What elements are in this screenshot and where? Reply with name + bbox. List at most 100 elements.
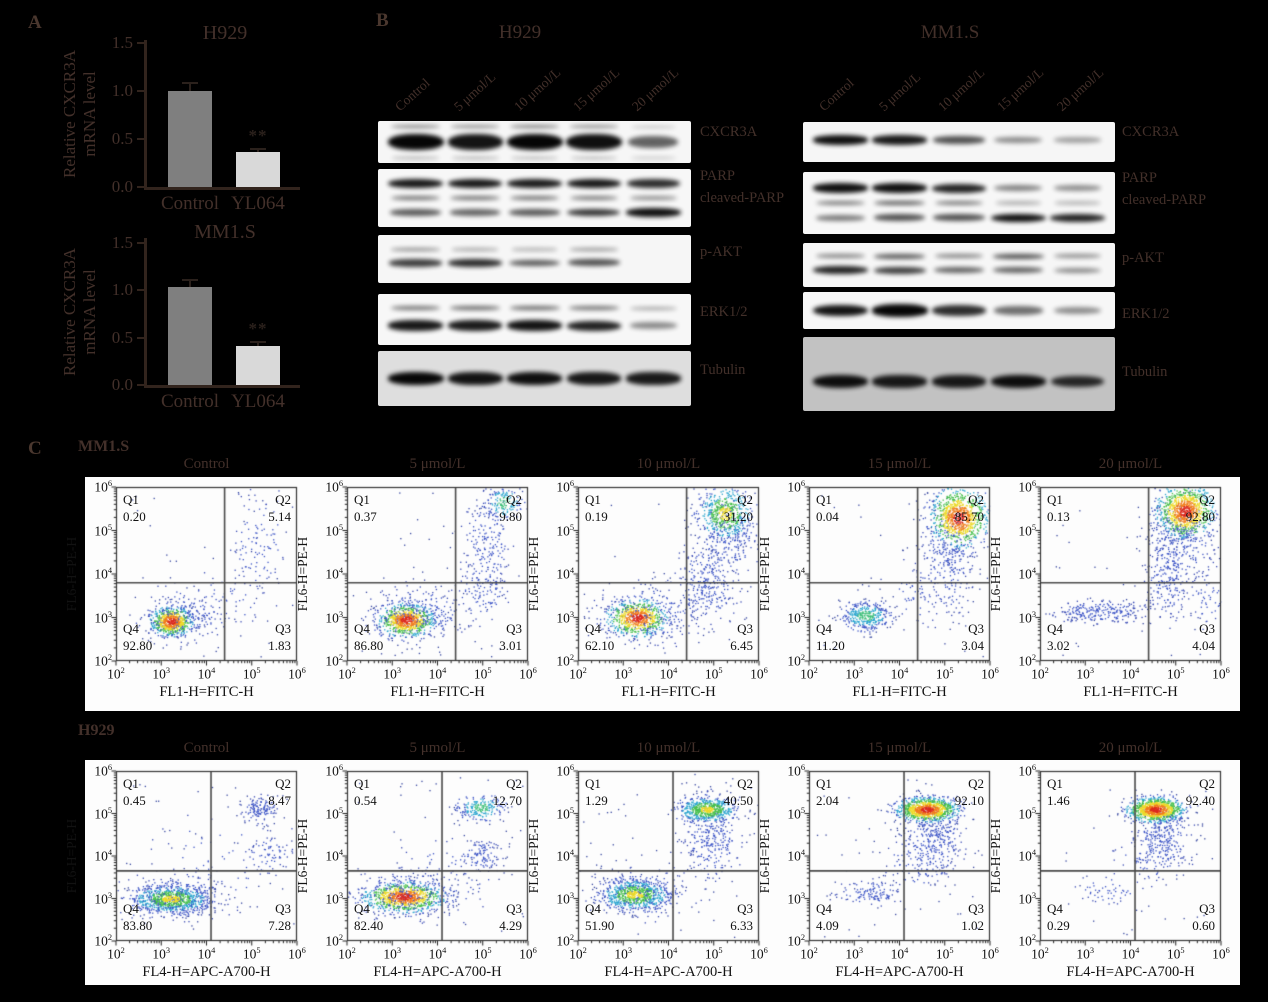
blot-protein-label: PARP bbox=[1122, 170, 1157, 186]
blot-band bbox=[816, 254, 865, 259]
y-tick-label: 104 bbox=[787, 566, 805, 582]
x-tick-label: 105 bbox=[242, 946, 261, 962]
blot-protein-label: p-AKT bbox=[700, 244, 742, 260]
blot-lane-label: 5 μmol/L bbox=[875, 69, 924, 114]
blot-band bbox=[568, 259, 620, 267]
blot-band bbox=[993, 306, 1043, 315]
y-tick-label: 105 bbox=[325, 805, 343, 822]
quadrant-label-q2: Q2 bbox=[506, 492, 522, 507]
y-axis-label: FL6-H=PE-H bbox=[526, 818, 541, 894]
x-tick-label: 106 bbox=[288, 666, 306, 682]
y-tick-label: 104 bbox=[1018, 848, 1036, 864]
quadrant-label-q1: Q1 bbox=[1047, 776, 1063, 791]
bar-control bbox=[168, 91, 212, 187]
y-tick-label: 106 bbox=[94, 479, 112, 495]
blot-strip bbox=[803, 172, 1115, 234]
significance-marker: ** bbox=[248, 319, 268, 339]
x-tick-label: 103 bbox=[1076, 946, 1095, 962]
flow-scatter-plot bbox=[1032, 769, 1229, 949]
bar-chart-y-tick-label: 1.0 bbox=[111, 81, 133, 100]
flow-condition-title: 5 μmol/L bbox=[409, 740, 466, 756]
panel-b-label: B bbox=[376, 10, 389, 31]
blot-band bbox=[566, 178, 622, 189]
bar-chart-x-axis bbox=[144, 385, 300, 388]
x-tick-label: 105 bbox=[473, 946, 492, 962]
quadrant-label-q3: Q3 bbox=[275, 621, 291, 636]
blot-strip bbox=[803, 337, 1115, 411]
y-axis-label: FL6-H=PE-H bbox=[295, 536, 310, 612]
blot-band bbox=[874, 214, 926, 222]
x-tick-label: 103 bbox=[845, 666, 864, 682]
bar-yl064 bbox=[236, 152, 280, 187]
quadrant-label-q2: Q2 bbox=[737, 492, 753, 507]
quadrant-value-q1: 0.45 bbox=[123, 793, 146, 808]
quadrant-label-q2: Q2 bbox=[1199, 492, 1215, 507]
blot-band bbox=[509, 306, 560, 311]
x-tick-label: 104 bbox=[890, 666, 909, 682]
blot-band bbox=[447, 372, 503, 385]
blot-band bbox=[931, 183, 987, 193]
blot-strip bbox=[378, 235, 691, 283]
blot-band bbox=[630, 306, 677, 310]
quadrant-value-q3: 3.04 bbox=[961, 638, 984, 653]
x-tick-label: 104 bbox=[1121, 666, 1140, 682]
blot-band bbox=[990, 213, 1046, 223]
x-tick-label: 102 bbox=[107, 666, 125, 682]
quadrant-label-q1: Q1 bbox=[585, 776, 601, 791]
blot-band bbox=[506, 372, 563, 385]
blot-band bbox=[569, 125, 619, 129]
quadrant-value-q1: 1.46 bbox=[1047, 793, 1070, 808]
quadrant-label-q4: Q4 bbox=[816, 901, 832, 916]
quadrant-label-q3: Q3 bbox=[1199, 621, 1215, 636]
y-tick-label: 105 bbox=[556, 805, 574, 822]
blot-band bbox=[391, 125, 440, 129]
bar-chart-y-tick bbox=[137, 289, 144, 291]
quadrant-label-q1: Q1 bbox=[123, 776, 139, 791]
blot-band bbox=[450, 195, 500, 201]
error-bar-line bbox=[257, 149, 259, 153]
x-tick-label: 103 bbox=[614, 946, 633, 962]
bar-chart-title: MM1.S bbox=[194, 221, 256, 243]
blot-band bbox=[1053, 185, 1102, 192]
blot-lane-label: 10 μmol/L bbox=[934, 64, 988, 114]
y-tick-label: 106 bbox=[94, 763, 112, 779]
x-axis-label: FL1-H=FITC-H bbox=[1083, 684, 1178, 700]
blot-protein-label: CXCR3A bbox=[1122, 124, 1180, 140]
y-axis-label-line1: Relative CXCR3A bbox=[60, 50, 79, 178]
y-axis-label-line2: mRNA level bbox=[80, 269, 99, 355]
flow-row-header-h929: H929 bbox=[78, 722, 115, 739]
y-tick-label: 104 bbox=[556, 848, 574, 864]
flow-scatter-plot bbox=[801, 485, 998, 669]
quadrant-label-q4: Q4 bbox=[354, 621, 370, 636]
x-tick-label: 103 bbox=[383, 946, 402, 962]
y-tick-label: 106 bbox=[556, 763, 574, 779]
blot-band bbox=[511, 157, 558, 159]
bar-chart-y-tick-label: 0.0 bbox=[111, 375, 133, 394]
x-axis-label: FL4-H=APC-A700-H bbox=[142, 964, 271, 980]
blot-band bbox=[569, 306, 619, 311]
blot-band bbox=[872, 375, 927, 388]
x-tick-label: 104 bbox=[428, 946, 447, 962]
x-tick-label: 106 bbox=[750, 666, 768, 682]
x-tick-label: 102 bbox=[569, 946, 587, 962]
bar-chart-x-axis bbox=[144, 187, 300, 190]
x-tick-label: 104 bbox=[428, 666, 447, 682]
blot-strip bbox=[803, 292, 1115, 329]
flow-condition-title: Control bbox=[183, 740, 230, 756]
x-tick-label: 105 bbox=[242, 666, 261, 682]
flow-scatter-plot bbox=[108, 485, 305, 669]
blot-band bbox=[1050, 375, 1105, 388]
x-tick-label: 103 bbox=[152, 946, 171, 962]
flow-condition-title: Control bbox=[183, 456, 230, 472]
blot-band bbox=[630, 125, 677, 128]
y-tick-label: 102 bbox=[556, 933, 574, 949]
blot-strip bbox=[378, 169, 691, 227]
y-tick-label: 106 bbox=[556, 479, 574, 495]
y-axis-label: FL6-H=PE-H bbox=[526, 536, 541, 612]
blot-band bbox=[390, 306, 441, 311]
quadrant-value-q4: 4.09 bbox=[816, 918, 839, 933]
panel-c-label: C bbox=[28, 438, 42, 459]
blot-band bbox=[451, 156, 499, 159]
flow-scatter-plot bbox=[339, 769, 536, 949]
bar-chart-y-tick-label: 1.5 bbox=[111, 33, 133, 52]
